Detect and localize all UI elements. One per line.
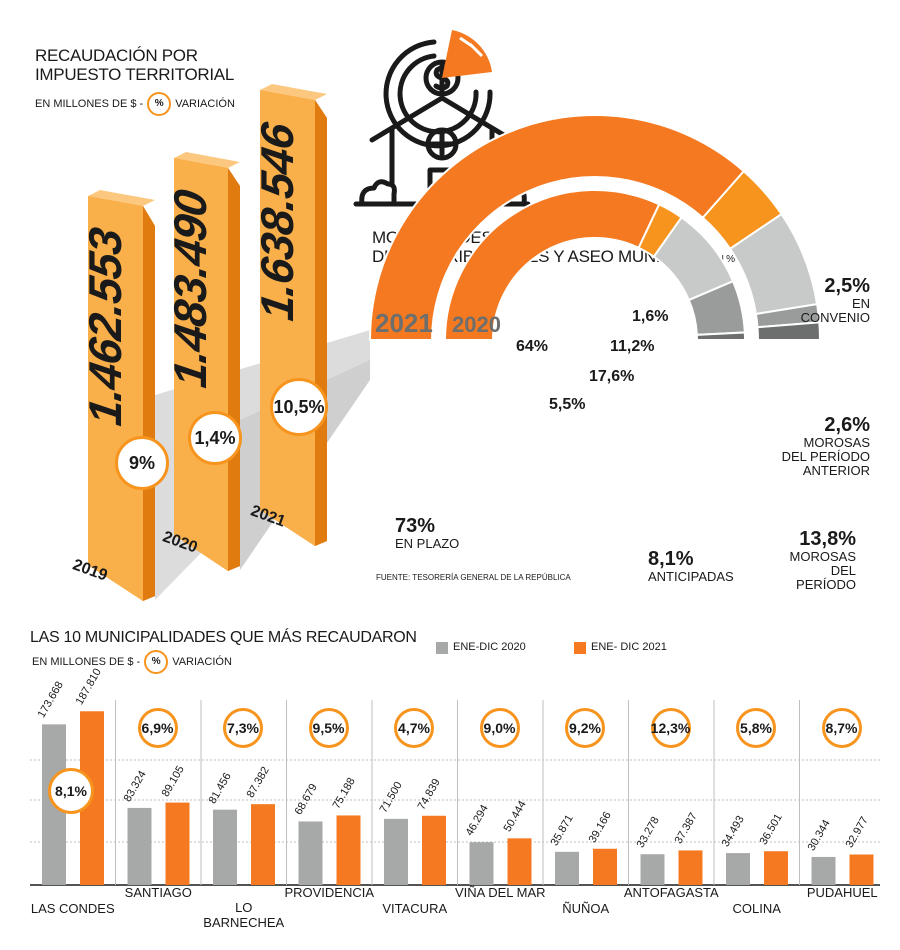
label-2021-morosas-periodo: 13,8% MOROSAS DEL PERÍODO <box>770 528 856 592</box>
municipality-name: SANTIAGO <box>124 885 192 900</box>
municipality-name: COLINA <box>732 901 781 916</box>
donut-2020-slice <box>695 331 747 341</box>
variation-badge: 6,9% <box>137 708 178 748</box>
label-2021-convenio-name2: CONVENIO <box>800 310 870 325</box>
legend-label-2021: ENE- DIC 2021 <box>591 641 667 653</box>
label-2021-en-plazo-name: EN PLAZO <box>395 536 460 551</box>
variation-badge: 5,8% <box>736 708 776 748</box>
label-2021-anticipadas: 8,1% ANTICIPADAS <box>648 548 734 584</box>
orange-wedge <box>442 30 492 78</box>
bar-2020 <box>127 807 152 885</box>
variation-badge: 4,7% <box>394 708 434 748</box>
label-2021-convenio-name1: EN <box>851 296 870 311</box>
variation-badge: 9,5% <box>308 708 349 748</box>
variation-badge: 8,1% <box>48 768 94 814</box>
bottom-unit-row: EN MILLONES DE $ -% VARIACIÓN <box>32 650 232 674</box>
donut-year-2021: 2021 <box>375 308 433 338</box>
bar-2020 <box>640 854 665 885</box>
municipality-name: LO BARNECHEA <box>203 900 285 930</box>
variation-badge: 9,2% <box>565 708 605 748</box>
variation-badge: 8,7% <box>821 708 862 748</box>
top-unit-text: EN MILLONES DE $ - <box>35 97 144 110</box>
donut-chart <box>368 114 822 341</box>
bar-2020 <box>726 853 750 885</box>
bar-2020 <box>384 818 408 885</box>
label-2021-morosas-anterior-name2: DEL PERÍODO <box>781 449 870 464</box>
bar-2021 <box>251 804 275 885</box>
bottom-title: LAS 10 MUNICIPALIDADES QUE MÁS RECAUDARO… <box>30 629 417 646</box>
top-variation-text: VARIACIÓN <box>175 97 235 110</box>
municipality-name: PUDAHUEL <box>806 885 878 900</box>
label-2021-morosas-periodo-name1: MOROSAS <box>789 549 856 564</box>
bar-2020 <box>469 842 494 885</box>
top-title-line2: IMPUESTO TERRITORIAL <box>35 65 234 84</box>
label-2021-morosas-periodo-name2: DEL PERÍODO <box>796 563 856 592</box>
donut-year-2020: 2020 <box>452 312 501 337</box>
top-pct-badge: % <box>147 92 172 116</box>
label-2020-morosas-anterior: 11,2% <box>610 338 655 355</box>
label-2020-anticipadas: 5,5% <box>549 396 586 413</box>
bar-2020 <box>555 851 579 885</box>
pillar-variation-2019: 9% <box>115 436 169 490</box>
legend-swatch-2021 <box>574 642 586 654</box>
label-2021-convenio-value: 2,5% <box>824 275 870 297</box>
pillar-2020 <box>174 152 240 571</box>
top-chart-title: RECAUDACIÓN POR IMPUESTO TERRITORIAL <box>35 46 234 84</box>
bar-2021 <box>422 815 446 885</box>
pillar-2019 <box>88 190 155 601</box>
bar-2021 <box>336 815 361 885</box>
pillar-variation-2021: 10,5% <box>270 378 328 436</box>
legend-label-2020: ENE-DIC 2020 <box>453 641 526 653</box>
label-2021-anticipadas-name: ANTICIPADAS <box>648 569 734 584</box>
label-2020-convenio: 1,6% <box>632 308 669 325</box>
variation-badge: 9,0% <box>479 708 520 748</box>
donut-2021-slice <box>756 321 822 341</box>
label-2021-morosas-periodo-value: 13,8% <box>799 528 856 550</box>
variation-badge: 7,3% <box>223 708 263 748</box>
donut-2021-slice <box>368 114 746 341</box>
bottom-pct-badge: % <box>144 650 169 674</box>
bar-2021 <box>593 848 617 885</box>
top-title-line1: RECAUDACIÓN POR <box>35 46 198 65</box>
legend-swatch-2020 <box>436 642 448 654</box>
label-2021-anticipadas-value: 8,1% <box>648 548 694 570</box>
bar-2020 <box>213 809 237 885</box>
top-unit-row: EN MILLONES DE $ -% VARIACIÓN <box>35 92 235 116</box>
label-2021-morosas-anterior-name3: ANTERIOR <box>802 463 870 478</box>
bar-2020 <box>811 856 836 885</box>
label-2021-morosas-anterior-value: 2,6% <box>824 414 870 436</box>
municipality-name: LAS CONDES <box>30 901 115 916</box>
bottom-unit-text: EN MILLONES DE $ - <box>32 655 141 668</box>
variation-badge: 12,3% <box>650 708 691 748</box>
municipality-name: ANTOFAGASTA <box>623 885 719 900</box>
bar-2021 <box>678 850 703 885</box>
label-2021-en-plazo-value: 73% <box>395 515 436 537</box>
label-2021-en-plazo: 73% EN PLAZO <box>395 515 459 551</box>
bar-2020 <box>298 821 323 885</box>
label-2020-morosas-periodo: 17,6% <box>589 368 635 385</box>
municipality-name: VITACURA <box>382 901 448 916</box>
bar-2021 <box>507 838 532 885</box>
municipality-name: VIÑA DEL MAR <box>454 885 546 900</box>
bar-2021 <box>849 854 874 885</box>
label-2021-morosas-anterior-name1: MOROSAS <box>803 435 870 450</box>
label-2021-morosas-anterior: 2,6% MOROSAS DEL PERÍODO ANTERIOR <box>770 414 870 478</box>
donut-2020-slice <box>443 189 661 341</box>
source-note: FUENTE: TESORERÍA GENERAL DE LA REPÚBLIC… <box>376 573 571 582</box>
pillar-variation-2020: 1,4% <box>188 411 242 465</box>
bar-2021 <box>165 802 190 885</box>
municipality-name: PROVIDENCIA <box>284 885 375 900</box>
municipality-name: ÑUÑOA <box>562 901 610 916</box>
label-2021-convenio: 2,5% EN CONVENIO <box>790 275 870 325</box>
label-2020-en-plazo: 64% <box>516 338 549 355</box>
bar-2021 <box>764 851 788 885</box>
bottom-variation-text: VARIACIÓN <box>172 655 232 668</box>
